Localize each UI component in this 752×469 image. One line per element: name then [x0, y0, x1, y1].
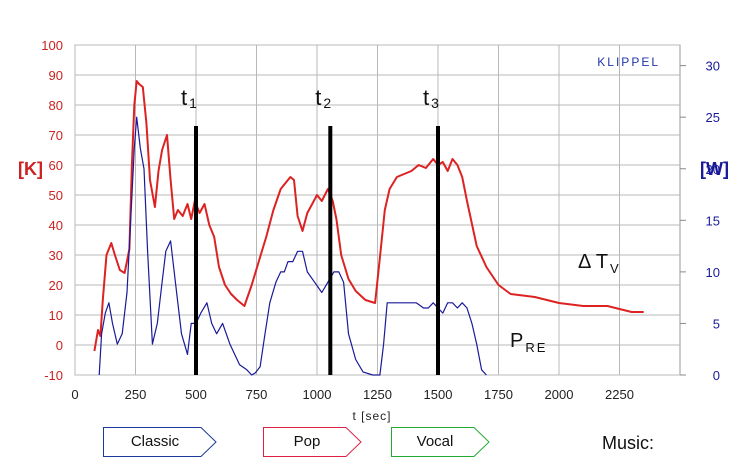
series-label-power-sub: RE: [525, 340, 547, 355]
y-tick-label-right: 15: [706, 213, 720, 228]
music-segment-classic-label: Classic: [130, 433, 180, 450]
brand-label: KLIPPEL: [597, 55, 660, 69]
y-tick-label-right: 20: [706, 162, 720, 177]
x-tick-label: 250: [125, 387, 147, 402]
marker-label-sub: 3: [431, 95, 439, 111]
y-tick-label-right: 10: [706, 265, 720, 280]
x-tick-label: 2250: [605, 387, 634, 402]
x-tick-label: 500: [185, 387, 207, 402]
y-tick-label-left: 0: [56, 338, 63, 353]
y-axis-right-label: [W]: [700, 159, 729, 179]
x-axis-label: t [sec]: [352, 409, 391, 423]
y-tick-label-left: 90: [49, 68, 63, 83]
music-segment-vocal-label: Vocal: [416, 433, 454, 450]
series-line-power: [98, 116, 487, 376]
music-title: Music:: [602, 433, 655, 453]
y-tick-label-left: 50: [49, 188, 63, 203]
x-tick-label: 1500: [424, 387, 453, 402]
marker-label-main: t: [181, 85, 187, 110]
series-line-temperature: [93, 80, 644, 352]
series-label-temperature-main: Δ T: [578, 251, 608, 273]
y-tick-label-right: 0: [713, 368, 720, 383]
y-tick-label-right: 5: [713, 316, 720, 331]
music-segment-classic: Classic: [103, 427, 217, 457]
y-tick-label-left: 40: [49, 218, 63, 233]
marker-label-sub: 1: [189, 95, 197, 111]
x-tick-label: 2000: [545, 387, 574, 402]
y-tick-label-left: 100: [41, 38, 63, 53]
x-tick-label: 1000: [303, 387, 332, 402]
y-tick-label-right: 30: [706, 59, 720, 74]
y-tick-label-left: 20: [49, 278, 63, 293]
y-tick-label-left: 10: [49, 308, 63, 323]
y-tick-label-left: 60: [49, 158, 63, 173]
x-tick-label: 1750: [484, 387, 513, 402]
marker-label-main: t: [315, 85, 321, 110]
marker-label-sub: 2: [323, 95, 331, 111]
series-group: [93, 80, 644, 376]
x-tick-label: 1250: [363, 387, 392, 402]
y-tick-label-right: 25: [706, 110, 720, 125]
y-axis-left-label: [K]: [18, 159, 43, 179]
series-label-power: P RE: [510, 330, 547, 355]
x-tick-label: 750: [246, 387, 268, 402]
y-tick-label-left: 70: [49, 128, 63, 143]
series-label-temperature-sub: V: [610, 261, 619, 276]
music-segment-pop-label: Pop: [293, 433, 321, 450]
y-tick-label-left: 30: [49, 248, 63, 263]
music-segment-vocal: Vocal: [391, 427, 490, 457]
marker-label-main: t: [423, 85, 429, 110]
music-segment-pop: Pop: [263, 427, 362, 457]
y-tick-label-left: -10: [44, 368, 63, 383]
y-tick-label-left: 80: [49, 98, 63, 113]
x-tick-label: 0: [71, 387, 78, 402]
series-label-power-main: P: [510, 330, 523, 352]
